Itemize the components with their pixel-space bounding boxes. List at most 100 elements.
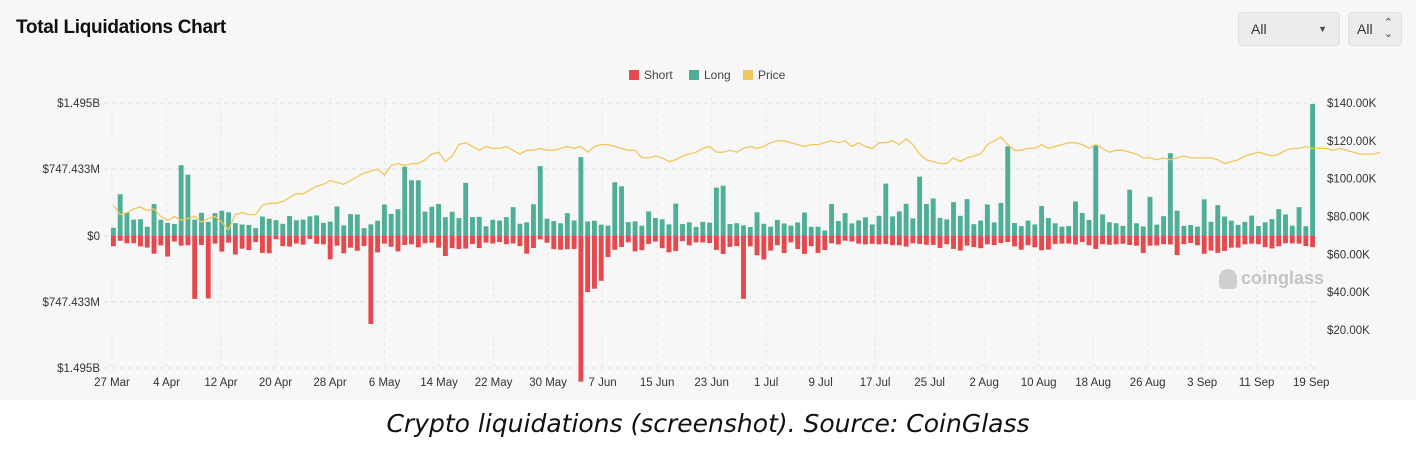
short-bar (639, 236, 645, 251)
long-bar (984, 204, 990, 236)
long-bar (991, 222, 997, 236)
short-bar (1228, 236, 1234, 248)
short-bar (551, 236, 557, 250)
short-bar (700, 236, 706, 243)
long-bar (361, 228, 367, 236)
long-bar (483, 226, 489, 236)
coin-select[interactable]: All ⌃ ⌄ (1348, 12, 1402, 46)
long-bar (422, 211, 428, 236)
short-bar (361, 236, 367, 246)
long-bar (1005, 146, 1011, 236)
long-bar (1296, 207, 1302, 236)
short-bar (1018, 236, 1024, 250)
short-bar (768, 236, 774, 251)
short-bar (1086, 236, 1092, 246)
long-bar (896, 211, 902, 236)
short-bar (476, 236, 482, 249)
long-bar (1208, 221, 1214, 236)
long-bar (239, 224, 245, 236)
short-bar (680, 236, 685, 242)
long-bar (639, 225, 645, 236)
short-bar (1147, 236, 1153, 246)
short-bar (971, 236, 977, 248)
short-bar (822, 236, 828, 251)
short-bar (591, 236, 597, 289)
long-bar (293, 220, 299, 236)
watermark-text: coinglass (1241, 268, 1325, 288)
long-bar (341, 225, 347, 236)
short-bar (1005, 236, 1011, 243)
short-bar (1100, 236, 1106, 245)
y-right-tick-label: $40.00K (1327, 287, 1370, 299)
long-bar (205, 221, 211, 236)
long-bar (1310, 104, 1316, 236)
long-bar (246, 224, 252, 236)
short-bar (605, 236, 611, 257)
long-bar (551, 221, 557, 236)
y-left-tick-label: $0 (87, 231, 100, 243)
long-bar (1194, 226, 1200, 236)
short-bar (503, 236, 509, 245)
long-bar (619, 186, 624, 236)
long-bar (673, 203, 679, 236)
long-bar (436, 203, 442, 236)
short-bar (835, 236, 841, 245)
x-tick-label: 11 Sep (1239, 377, 1275, 389)
long-bar (1188, 224, 1194, 236)
x-tick-label: 17 Jul (860, 377, 891, 389)
long-bar (971, 224, 977, 236)
short-bar (1174, 236, 1180, 256)
short-bar (1188, 236, 1194, 243)
long-bar (151, 204, 157, 236)
short-bar (802, 236, 807, 254)
long-bar (578, 157, 584, 236)
range-select[interactable]: All ▼ (1238, 12, 1340, 46)
long-bar (951, 202, 956, 236)
long-bar (585, 221, 591, 236)
long-bar (910, 218, 916, 236)
short-bar (564, 236, 570, 250)
x-tick-label: 20 Apr (259, 377, 292, 389)
short-bar (666, 236, 672, 253)
long-bar (1025, 220, 1031, 236)
short-bar (463, 236, 469, 249)
long-bar (659, 219, 665, 236)
long-bar (1127, 189, 1133, 236)
long-bar (835, 221, 841, 236)
short-bar (869, 236, 875, 244)
long-bar (944, 219, 950, 236)
long-bar (652, 218, 658, 236)
x-tick-label: 18 Aug (1075, 377, 1111, 389)
short-bar (544, 236, 550, 243)
short-bar (497, 236, 503, 243)
long-bar (1073, 201, 1078, 236)
short-bar (470, 236, 475, 245)
long-bar (1222, 216, 1227, 236)
long-bar (273, 220, 279, 236)
short-bar (192, 236, 198, 299)
liquidations-chart: $1.495B $747.433M $0 $747.433M $1.495B $140.0… (42, 68, 1381, 389)
x-tick-label: 25 Jul (914, 377, 945, 389)
short-bar (158, 236, 164, 246)
long-bar (144, 226, 150, 236)
short-bar (1106, 236, 1112, 245)
long-bar (564, 213, 570, 236)
long-bar (937, 217, 943, 236)
short-bar (1093, 236, 1099, 249)
long-bar (1052, 223, 1058, 236)
short-bar (937, 236, 943, 248)
short-bar (829, 236, 835, 244)
short-bar (558, 236, 563, 250)
long-bar (917, 176, 923, 236)
y-right-tick-label: $80.00K (1327, 212, 1370, 224)
short-bar (686, 236, 692, 246)
short-bar (1079, 236, 1085, 243)
short-bar (1235, 236, 1241, 248)
short-bar (165, 236, 171, 257)
short-bar (1012, 236, 1017, 247)
x-tick-label: 9 Jul (808, 377, 832, 389)
up-down-chevron-icon: ⌃ ⌄ (1383, 17, 1393, 40)
long-bar (957, 215, 963, 236)
y-right-tick-label: $20.00K (1327, 325, 1370, 337)
short-bar (856, 236, 862, 244)
